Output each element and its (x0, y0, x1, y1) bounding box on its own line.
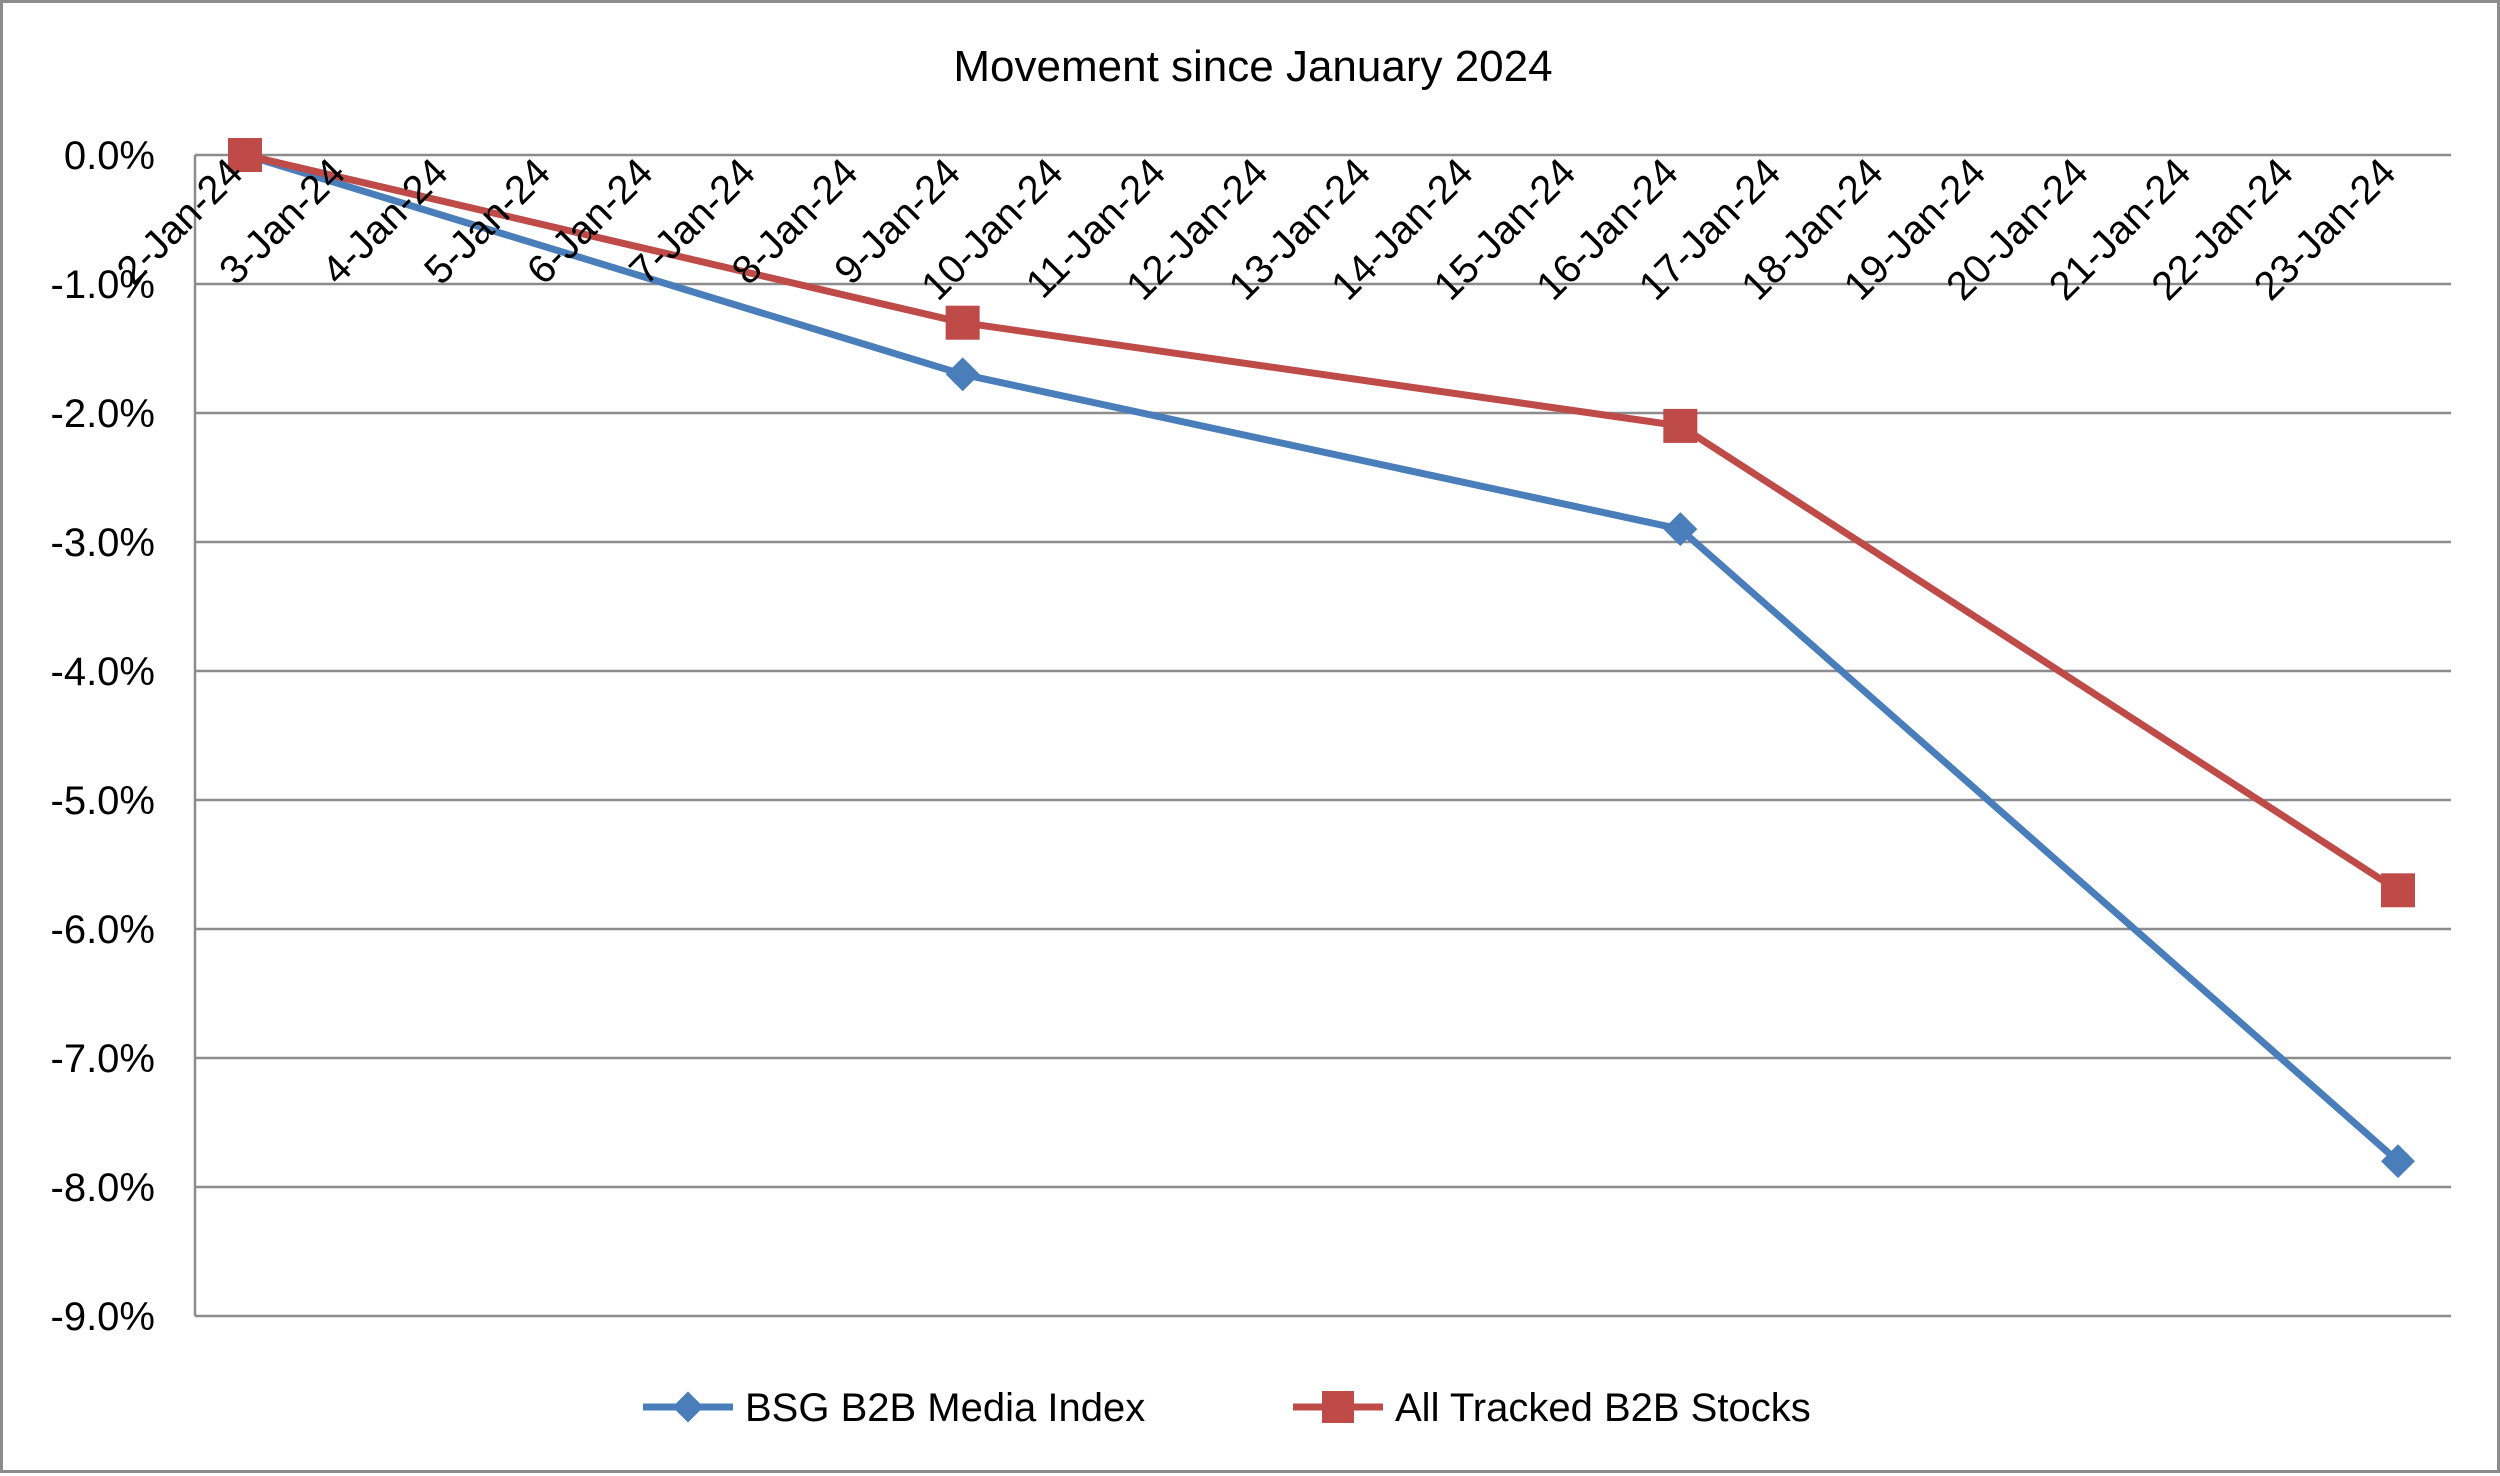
data-point (2381, 873, 2415, 908)
y-tick-label: -9.0% (51, 1295, 156, 1339)
legend-marker (1322, 1391, 1354, 1423)
y-tick-label: -1.0% (51, 263, 156, 307)
data-point (945, 305, 980, 340)
x-axis: 2-Jan-243-Jan-244-Jan-245-Jan-246-Jan-24… (109, 150, 2405, 308)
data-point (228, 138, 262, 172)
y-tick-label: -6.0% (51, 908, 156, 952)
legend-label: BSG B2B Media Index (745, 1386, 1145, 1430)
y-tick-label: -2.0% (51, 392, 156, 436)
data-point (945, 357, 980, 392)
y-tick-label: -3.0% (51, 521, 156, 565)
legend-item-1: BSG B2B Media Index (643, 1386, 1145, 1430)
legend: BSG B2B Media Index All Tracked B2B Stock… (643, 1386, 1811, 1430)
series-line (241, 151, 2402, 1165)
data-point (2381, 1144, 2415, 1179)
data-point (1663, 512, 1698, 547)
y-tick-label: 0.0% (64, 134, 155, 178)
series-group (228, 138, 2415, 1179)
legend-label: All Tracked B2B Stocks (1395, 1386, 1811, 1430)
series-1 (228, 138, 2415, 1179)
y-tick-label: -7.0% (51, 1037, 156, 1081)
legend-item-2: All Tracked B2B Stocks (1293, 1386, 1811, 1430)
series-line (241, 151, 2402, 894)
y-tick-label: -8.0% (51, 1166, 156, 1210)
y-tick-label: -4.0% (51, 650, 156, 694)
gridlines (195, 153, 2451, 1318)
line-chart: Movement since January 2024 0.0% -1.0% -2.… (51, 42, 2451, 1430)
y-axis: 0.0% -1.0% -2.0% -3.0% -4.0% -5.0% -6.0% -7.0% -… (51, 134, 197, 1339)
series-2 (228, 138, 2415, 908)
y-tick-label: -5.0% (51, 779, 156, 823)
legend-marker (672, 1391, 704, 1423)
data-point (1663, 408, 1698, 443)
chart-title: Movement since January 2024 (953, 42, 1552, 91)
